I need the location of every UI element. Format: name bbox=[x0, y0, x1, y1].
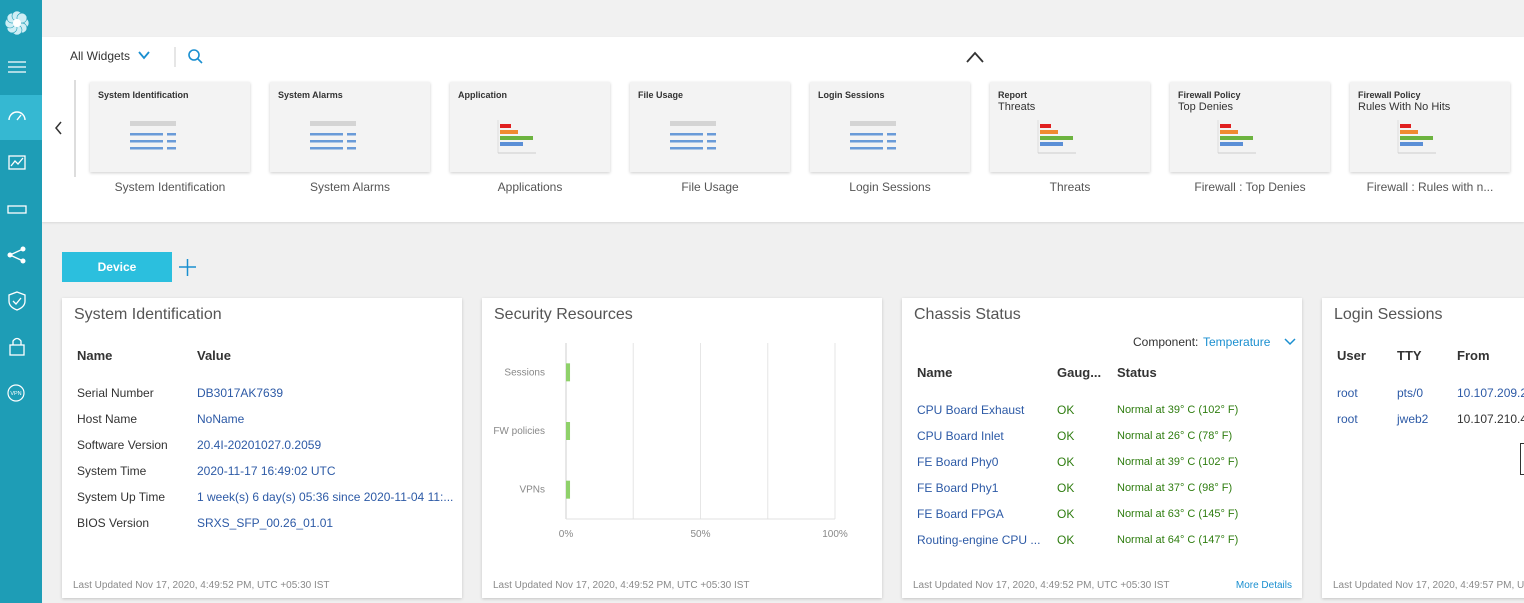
widget-header: Firewall Policy bbox=[1178, 90, 1241, 100]
component-label: Component: bbox=[1133, 335, 1199, 349]
widget-header: File Usage bbox=[638, 90, 684, 100]
table-cell: OK bbox=[1057, 455, 1075, 469]
panel bbox=[62, 298, 462, 598]
table-cell[interactable]: root bbox=[1337, 412, 1358, 426]
widget-card[interactable] bbox=[630, 82, 790, 172]
table-cell: Normal at 39° C (102° F) bbox=[1117, 456, 1239, 468]
widget-card[interactable] bbox=[270, 82, 430, 172]
widget-caption[interactable]: System Identification bbox=[114, 180, 226, 194]
table-cell[interactable]: FE Board Phy0 bbox=[917, 455, 999, 469]
table-cell: System Up Time bbox=[77, 490, 166, 504]
table-cell: SRXS_SFP_00.26_01.01 bbox=[197, 516, 334, 530]
table-cell[interactable]: Routing-engine CPU ... bbox=[917, 533, 1041, 547]
table-cell: Normal at 26° C (78° F) bbox=[1117, 430, 1233, 442]
panel-title: System Identification bbox=[74, 306, 222, 323]
table-cell: BIOS Version bbox=[77, 516, 150, 530]
component-select[interactable]: Temperature bbox=[1203, 335, 1271, 349]
widget-card[interactable] bbox=[90, 82, 250, 172]
widget-filter[interactable]: All Widgets bbox=[70, 49, 131, 63]
widget-header: System Alarms bbox=[278, 90, 343, 100]
column-header: Name bbox=[917, 365, 953, 380]
top-band bbox=[42, 0, 1524, 37]
table-cell: 1 week(s) 6 day(s) 05:36 since 2020-11-0… bbox=[197, 490, 454, 504]
column-header: From bbox=[1457, 348, 1490, 363]
widget-header: Report bbox=[998, 90, 1027, 100]
table-cell: OK bbox=[1057, 533, 1075, 547]
widget-caption[interactable]: File Usage bbox=[681, 180, 739, 194]
column-header: User bbox=[1337, 348, 1366, 363]
table-cell[interactable]: CPU Board Inlet bbox=[917, 429, 1004, 443]
column-header: TTY bbox=[1397, 348, 1422, 363]
table-cell: jweb2 bbox=[1397, 412, 1429, 426]
widget-header: Firewall Policy bbox=[1358, 90, 1421, 100]
last-updated: Last Updated Nov 17, 2020, 4:49:52 PM, U… bbox=[73, 580, 330, 591]
table-cell: 10.107.210.4 bbox=[1457, 412, 1524, 426]
sidebar bbox=[0, 0, 42, 603]
panel-title: Login Sessions bbox=[1334, 306, 1443, 323]
table-cell: Serial Number bbox=[77, 386, 154, 400]
panel-title: Security Resources bbox=[494, 306, 633, 323]
column-header: Name bbox=[77, 348, 113, 363]
device-tab[interactable]: Device bbox=[62, 252, 172, 282]
column-header: Gaug... bbox=[1057, 365, 1102, 380]
widget-card[interactable] bbox=[450, 82, 610, 172]
widget-card[interactable] bbox=[990, 82, 1150, 172]
widget-header: Login Sessions bbox=[818, 90, 885, 100]
panel bbox=[482, 298, 882, 598]
widget-caption[interactable]: Threats bbox=[1049, 180, 1091, 194]
panel bbox=[902, 298, 1302, 598]
widget-caption[interactable]: Login Sessions bbox=[849, 180, 931, 194]
widget-header: Top Denies bbox=[1178, 101, 1234, 113]
sidebar-active[interactable] bbox=[0, 95, 42, 140]
widget-card[interactable] bbox=[1170, 82, 1330, 172]
panel-title: Chassis Status bbox=[914, 306, 1021, 323]
table-cell: OK bbox=[1057, 507, 1075, 521]
widget-card[interactable] bbox=[810, 82, 970, 172]
table-cell: Software Version bbox=[77, 438, 168, 452]
column-header: Value bbox=[197, 348, 231, 363]
widget-header: Application bbox=[458, 90, 507, 100]
table-cell: 2020-11-17 16:49:02 UTC bbox=[197, 464, 336, 478]
widget-header: Threats bbox=[998, 101, 1036, 113]
table-cell: pts/0 bbox=[1397, 386, 1424, 400]
last-updated: Last Updated Nov 17, 2020, 4:49:57 PM, U bbox=[1333, 580, 1524, 591]
panel bbox=[1322, 298, 1524, 598]
table-cell: Host Name bbox=[77, 412, 138, 426]
more-details[interactable]: More Details bbox=[1235, 580, 1292, 591]
table-cell: OK bbox=[1057, 403, 1075, 417]
table-cell: Normal at 39° C (102° F) bbox=[1117, 404, 1239, 416]
widget-caption[interactable]: Firewall : Rules with n... bbox=[1366, 180, 1494, 194]
table-cell[interactable]: FE Board Phy1 bbox=[917, 481, 999, 495]
table-cell: OK bbox=[1057, 481, 1075, 495]
widget-header: System Identification bbox=[98, 90, 189, 100]
table-cell: NoName bbox=[197, 412, 245, 426]
table-cell: 20.4I-20201027.0.2059 bbox=[197, 438, 322, 452]
table-cell[interactable]: root bbox=[1337, 386, 1358, 400]
table-cell: Normal at 63° C (145° F) bbox=[1117, 508, 1239, 520]
widget-caption[interactable]: Firewall : Top Denies bbox=[1194, 180, 1306, 194]
widget-card[interactable] bbox=[1350, 82, 1510, 172]
widget-header: Rules With No Hits bbox=[1358, 101, 1451, 113]
table-cell: System Time bbox=[77, 464, 147, 478]
table-cell: Normal at 64° C (147° F) bbox=[1117, 534, 1239, 546]
column-header: Status bbox=[1117, 365, 1157, 380]
table-cell: OK bbox=[1057, 429, 1075, 443]
last-updated: Last Updated Nov 17, 2020, 4:49:52 PM, U… bbox=[493, 580, 750, 591]
widget-caption[interactable]: System Alarms bbox=[309, 180, 391, 194]
table-cell: Normal at 37° C (98° F) bbox=[1117, 482, 1233, 494]
table-cell[interactable]: FE Board FPGA bbox=[917, 507, 1004, 521]
table-cell: 10.107.209.2 bbox=[1457, 386, 1524, 400]
table-cell: DB3017AK7639 bbox=[197, 386, 284, 400]
last-updated: Last Updated Nov 17, 2020, 4:49:52 PM, U… bbox=[913, 580, 1170, 591]
table-cell[interactable]: CPU Board Exhaust bbox=[917, 403, 1025, 417]
widget-caption[interactable]: Applications bbox=[497, 180, 563, 194]
